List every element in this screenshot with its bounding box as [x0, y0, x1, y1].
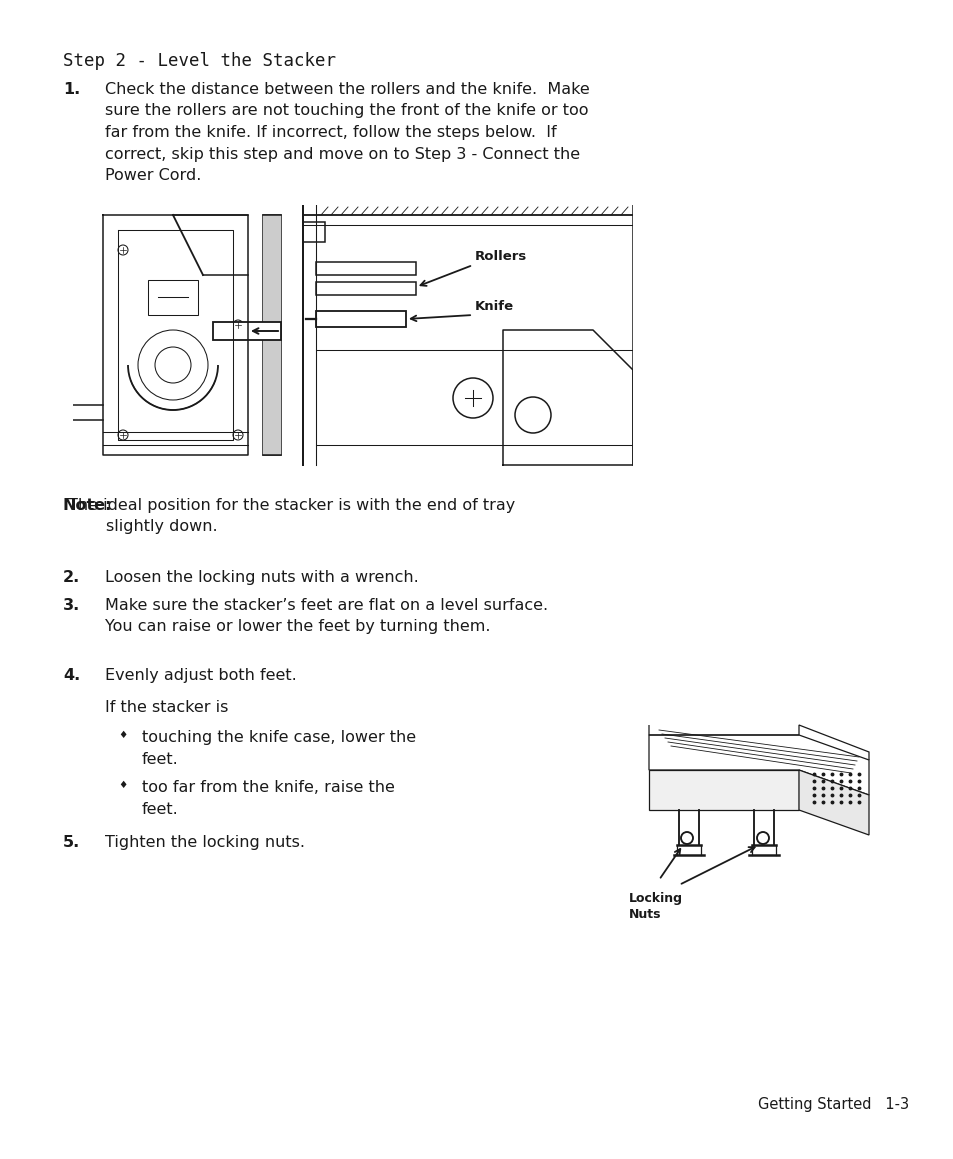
Text: ♦: ♦	[118, 780, 127, 790]
Text: Loosen the locking nuts with a wrench.: Loosen the locking nuts with a wrench.	[105, 570, 418, 585]
Text: Rollers: Rollers	[475, 250, 527, 263]
Text: 3.: 3.	[63, 598, 80, 613]
Text: Tighten the locking nuts.: Tighten the locking nuts.	[105, 834, 305, 850]
Polygon shape	[648, 735, 868, 795]
Text: too far from the knife, raise the: too far from the knife, raise the	[142, 780, 395, 795]
Bar	[315, 282, 416, 296]
Text: The ideal position for the stacker is with the end of tray: The ideal position for the stacker is wi…	[68, 498, 515, 513]
Text: Make sure the stacker’s feet are flat on a level surface.: Make sure the stacker’s feet are flat on…	[105, 598, 548, 613]
Text: You can raise or lower the feet by turning them.: You can raise or lower the feet by turni…	[105, 620, 490, 634]
Polygon shape	[648, 770, 799, 810]
Bar	[213, 322, 281, 340]
Text: 4.: 4.	[63, 668, 80, 683]
Bar	[315, 311, 406, 327]
Text: 1.: 1.	[63, 82, 80, 97]
Bar	[303, 223, 325, 242]
Text: Note:: Note:	[63, 498, 112, 513]
Text: feet.: feet.	[142, 802, 178, 816]
Text: slightly down.: slightly down.	[106, 519, 217, 534]
Text: ♦: ♦	[118, 730, 127, 739]
Bar	[263, 216, 281, 455]
Bar	[263, 216, 281, 455]
Text: sure the rollers are not touching the front of the knife or too: sure the rollers are not touching the fr…	[105, 103, 588, 118]
Text: Knife: Knife	[475, 300, 514, 313]
Text: 2.: 2.	[63, 570, 80, 585]
Text: Evenly adjust both feet.: Evenly adjust both feet.	[105, 668, 296, 683]
Text: feet.: feet.	[142, 751, 178, 766]
Bar	[148, 280, 198, 315]
Text: If the stacker is: If the stacker is	[105, 700, 228, 715]
Text: 5.: 5.	[63, 834, 80, 850]
Text: Power Cord.: Power Cord.	[105, 168, 201, 183]
Text: Getting Started   1-3: Getting Started 1-3	[757, 1098, 908, 1111]
Polygon shape	[799, 770, 868, 834]
Text: Nuts: Nuts	[628, 907, 660, 921]
Text: Check the distance between the rollers and the knife.  Make: Check the distance between the rollers a…	[105, 82, 589, 97]
Text: Locking: Locking	[628, 892, 682, 905]
Text: far from the knife. If incorrect, follow the steps below.  If: far from the knife. If incorrect, follow…	[105, 125, 556, 140]
Bar	[315, 262, 416, 275]
Text: touching the knife case, lower the: touching the knife case, lower the	[142, 730, 416, 745]
Text: Step 2 - Level the Stacker: Step 2 - Level the Stacker	[63, 52, 335, 70]
Text: correct, skip this step and move on to Step 3 - Connect the: correct, skip this step and move on to S…	[105, 146, 579, 161]
